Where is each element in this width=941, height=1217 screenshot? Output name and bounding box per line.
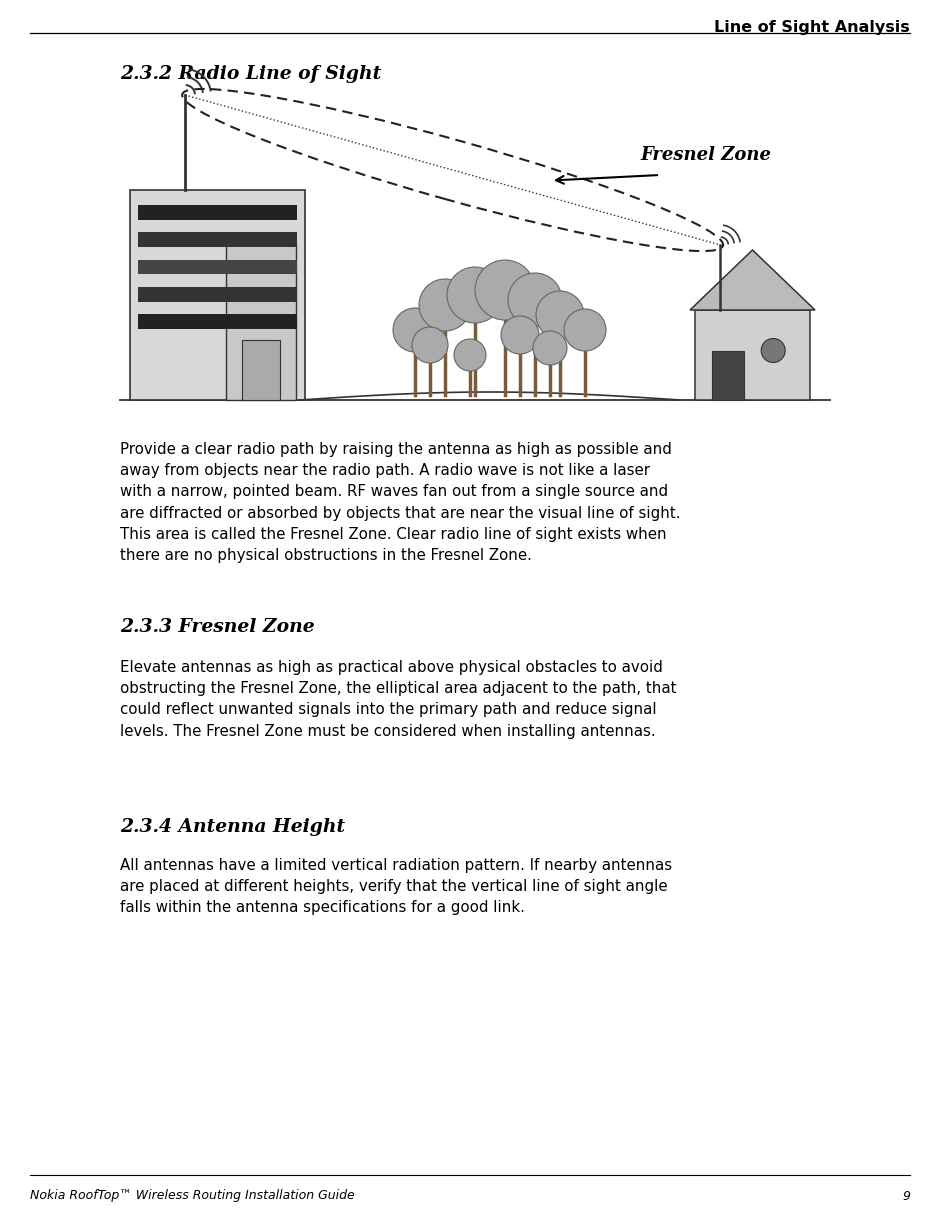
Circle shape bbox=[393, 308, 437, 352]
Circle shape bbox=[564, 309, 606, 350]
Text: Nokia RoofTop™ Wireless Routing Installation Guide: Nokia RoofTop™ Wireless Routing Installa… bbox=[30, 1189, 355, 1202]
Circle shape bbox=[447, 267, 503, 323]
Bar bbox=[138, 204, 297, 220]
Bar bbox=[130, 190, 305, 400]
Circle shape bbox=[419, 279, 471, 331]
Text: All antennas have a limited vertical radiation pattern. If nearby antennas
are p: All antennas have a limited vertical rad… bbox=[120, 858, 672, 915]
Bar bbox=[138, 232, 297, 247]
Circle shape bbox=[508, 273, 562, 327]
Text: Line of Sight Analysis: Line of Sight Analysis bbox=[714, 19, 910, 35]
Circle shape bbox=[454, 340, 486, 371]
Text: 2.3.3 Fresnel Zone: 2.3.3 Fresnel Zone bbox=[120, 618, 314, 636]
Polygon shape bbox=[690, 249, 815, 310]
Bar bbox=[226, 242, 296, 400]
Circle shape bbox=[412, 327, 448, 363]
Text: 9: 9 bbox=[902, 1189, 910, 1202]
Circle shape bbox=[475, 260, 535, 320]
Bar bbox=[242, 340, 280, 400]
Bar bbox=[138, 259, 297, 274]
Circle shape bbox=[761, 338, 785, 363]
Text: Provide a clear radio path by raising the antenna as high as possible and
away f: Provide a clear radio path by raising th… bbox=[120, 442, 680, 563]
Circle shape bbox=[501, 316, 539, 354]
Bar bbox=[138, 287, 297, 302]
Circle shape bbox=[536, 291, 584, 340]
Bar bbox=[712, 350, 744, 400]
Bar bbox=[695, 310, 810, 400]
Text: 2.3.2 Radio Line of Sight: 2.3.2 Radio Line of Sight bbox=[120, 65, 381, 83]
Bar bbox=[138, 314, 297, 329]
Text: Elevate antennas as high as practical above physical obstacles to avoid
obstruct: Elevate antennas as high as practical ab… bbox=[120, 660, 677, 739]
Text: 2.3.4 Antenna Height: 2.3.4 Antenna Height bbox=[120, 818, 345, 836]
Text: Fresnel Zone: Fresnel Zone bbox=[640, 146, 771, 164]
Circle shape bbox=[533, 331, 567, 365]
